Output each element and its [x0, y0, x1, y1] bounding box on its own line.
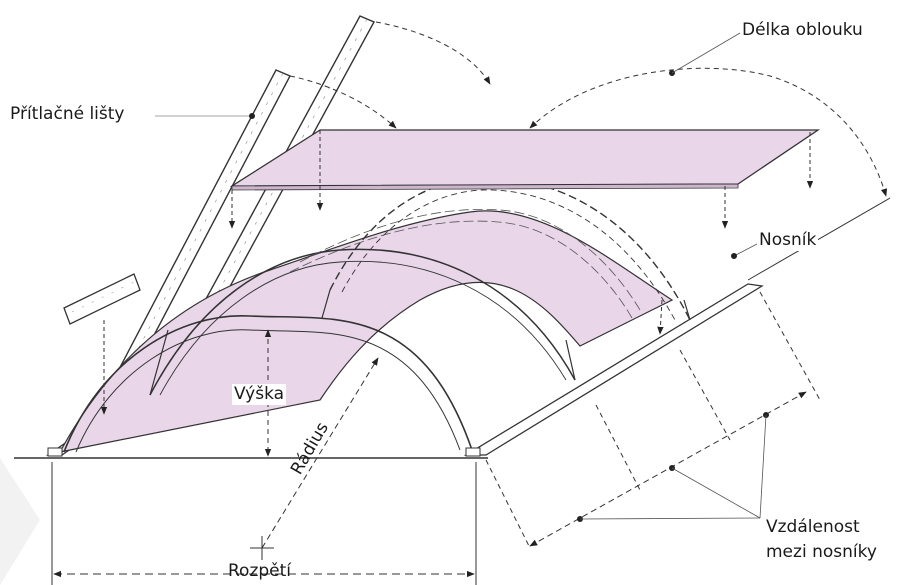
- height-label: Výška: [232, 384, 287, 406]
- panel-ribbing-2: [289, 220, 633, 319]
- beam-label: Nosník: [757, 230, 819, 252]
- beam-extension: [747, 197, 891, 281]
- rail-foot-right: [465, 447, 481, 457]
- beam-spacing-dimension: [485, 291, 821, 549]
- span-label: Rozpětí: [228, 561, 292, 581]
- strip-swing-arrow-1: [375, 21, 491, 85]
- arc-length-dimension: [529, 67, 888, 197]
- beam-spacing-label-line1: Vzdálenost: [766, 517, 860, 537]
- radius-dimension: [261, 357, 379, 549]
- clamping-strips-dot: [249, 113, 255, 119]
- rib-front-inner: [75, 329, 461, 453]
- struts: [149, 289, 691, 396]
- beam-leader: [733, 243, 758, 257]
- beam-spacing-label-line2: mezi nosníky: [766, 542, 877, 562]
- arc-length-label: Délka oblouku: [742, 20, 863, 40]
- rib-middle-inner: [159, 260, 567, 396]
- rail-foot-left: [47, 447, 63, 457]
- rib-middle: [149, 248, 576, 396]
- rib-front: [63, 315, 473, 453]
- watermark-shape: [0, 458, 40, 585]
- short-strip-piece: [63, 273, 141, 325]
- curved-panel: [58, 210, 674, 453]
- strip-swing-arrow-2: [289, 75, 397, 129]
- panel-ribbing: [299, 208, 641, 311]
- spacing-leaders: [579, 414, 767, 520]
- beam-dot: [731, 253, 737, 259]
- clamping-strips-label: Přítlačné lišty: [8, 104, 127, 126]
- span-dimension: [51, 462, 477, 585]
- rib-back-inner: [341, 189, 677, 323]
- arc-length-leader: [671, 32, 741, 74]
- radius-center-mark: [250, 536, 274, 560]
